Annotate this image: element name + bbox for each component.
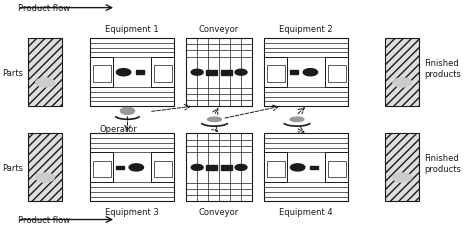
- Circle shape: [235, 70, 247, 76]
- Bar: [28, 134, 62, 202]
- Bar: [266, 66, 284, 82]
- Text: Parts: Parts: [2, 163, 23, 172]
- Bar: [385, 134, 419, 202]
- Bar: [221, 70, 232, 76]
- Text: Parts: Parts: [2, 68, 23, 77]
- Bar: [92, 66, 110, 82]
- Bar: [206, 165, 217, 170]
- Bar: [264, 58, 287, 88]
- Text: Operator: Operator: [100, 124, 137, 133]
- Bar: [264, 134, 348, 202]
- Bar: [186, 39, 252, 107]
- Text: Equipment 3: Equipment 3: [105, 207, 159, 216]
- Bar: [90, 153, 113, 183]
- Circle shape: [392, 78, 412, 88]
- Bar: [206, 70, 217, 76]
- Text: Conveyor: Conveyor: [199, 25, 239, 33]
- Circle shape: [36, 173, 55, 183]
- Circle shape: [235, 165, 247, 171]
- Bar: [328, 66, 346, 82]
- Bar: [92, 161, 110, 177]
- Bar: [328, 161, 346, 177]
- Text: Product flow: Product flow: [18, 215, 70, 224]
- Bar: [310, 166, 318, 170]
- Ellipse shape: [290, 118, 304, 122]
- Circle shape: [303, 69, 318, 76]
- Bar: [325, 153, 348, 183]
- Circle shape: [392, 173, 412, 183]
- Bar: [325, 58, 348, 88]
- Bar: [186, 134, 252, 202]
- Bar: [90, 39, 174, 107]
- Text: Product flow: Product flow: [18, 4, 70, 13]
- Bar: [116, 166, 124, 170]
- Text: Finished
products: Finished products: [424, 153, 461, 173]
- Bar: [137, 71, 144, 75]
- Bar: [266, 161, 284, 177]
- Ellipse shape: [208, 118, 221, 122]
- Bar: [28, 39, 62, 107]
- Text: Equipment 2: Equipment 2: [279, 25, 333, 33]
- Text: Conveyor: Conveyor: [199, 207, 239, 216]
- Circle shape: [117, 69, 131, 76]
- Bar: [151, 58, 174, 88]
- Bar: [221, 165, 232, 170]
- Bar: [385, 39, 419, 107]
- Circle shape: [191, 165, 203, 171]
- Bar: [290, 71, 298, 75]
- Circle shape: [291, 164, 305, 171]
- Bar: [264, 39, 348, 107]
- Bar: [90, 58, 113, 88]
- Text: Equipment 1: Equipment 1: [105, 25, 159, 33]
- Circle shape: [191, 70, 203, 76]
- Circle shape: [120, 108, 135, 115]
- Circle shape: [129, 164, 144, 171]
- Text: Finished
products: Finished products: [424, 58, 461, 78]
- Bar: [264, 153, 287, 183]
- Bar: [90, 134, 174, 202]
- Bar: [154, 161, 172, 177]
- Circle shape: [36, 78, 55, 88]
- Text: Equipment 4: Equipment 4: [279, 207, 333, 216]
- Bar: [151, 153, 174, 183]
- Bar: [154, 66, 172, 82]
